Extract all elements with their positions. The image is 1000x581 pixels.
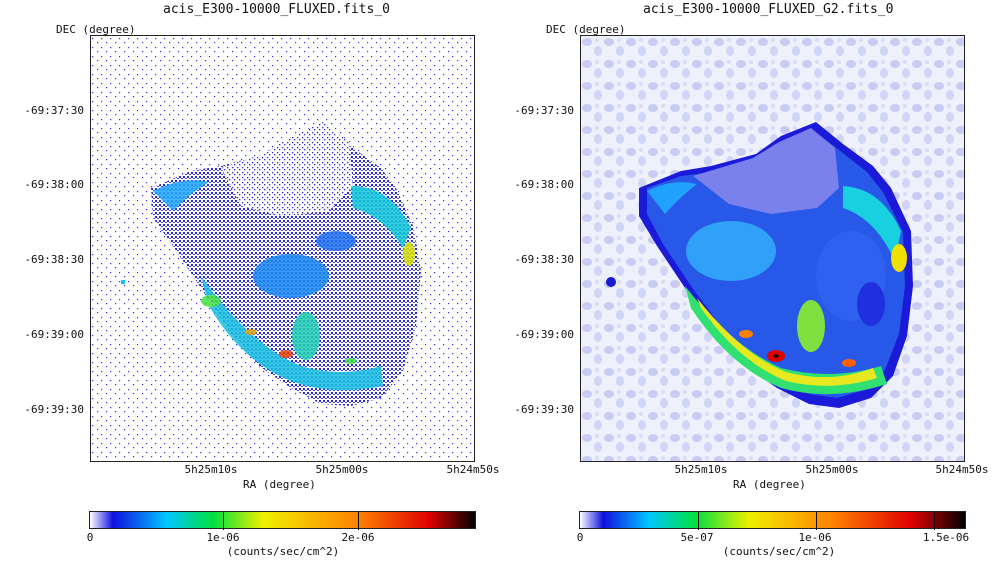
right-x-tick-label: 5h25m00s bbox=[805, 463, 859, 476]
left-colorbar bbox=[89, 511, 476, 530]
right-x-tick-label: 5h25m10s bbox=[674, 463, 728, 476]
left-y-tick-label: -69:37:30 bbox=[24, 104, 84, 117]
right-y-tick-label: -69:39:00 bbox=[514, 328, 574, 341]
right-colorbar-tick: 5e-07 bbox=[680, 531, 714, 544]
left-colorbar-tick: 0 bbox=[86, 531, 94, 544]
right-y-tick-label: -69:37:30 bbox=[514, 104, 574, 117]
left-y-tick-label: -69:39:30 bbox=[24, 403, 84, 416]
right-panel-title: acis_E300-10000_FLUXED_G2.fits_0 bbox=[643, 2, 894, 17]
left-x-axis-label: RA (degree) bbox=[243, 478, 316, 491]
right-colorbar-tick: 0 bbox=[576, 531, 584, 544]
left-raw-image bbox=[91, 36, 474, 461]
right-colorbar-tick: 1.5e-06 bbox=[922, 531, 970, 544]
right-y-axis-label: DEC (degree) bbox=[546, 23, 626, 36]
right-x-axis-label: RA (degree) bbox=[733, 478, 806, 491]
left-colorbar-tick: 2e-06 bbox=[341, 531, 375, 544]
right-y-tick-label: -69:38:30 bbox=[514, 253, 574, 266]
right-y-tick-label: -69:38:00 bbox=[514, 178, 574, 191]
left-y-tick-label: -69:38:00 bbox=[24, 178, 84, 191]
left-x-tick-label: 5h25m00s bbox=[315, 463, 369, 476]
left-x-tick-label: 5h24m50s bbox=[446, 463, 500, 476]
left-y-tick-label: -69:38:30 bbox=[24, 253, 84, 266]
left-colorbar-tick: 1e-06 bbox=[206, 531, 240, 544]
left-y-tick-label: -69:39:00 bbox=[24, 328, 84, 341]
right-image-frame[interactable] bbox=[580, 35, 965, 462]
left-x-tick-label: 5h25m10s bbox=[184, 463, 238, 476]
right-x-tick-label: 5h24m50s bbox=[935, 463, 989, 476]
right-smoothed-image bbox=[581, 36, 964, 461]
left-y-axis-label: DEC (degree) bbox=[56, 23, 136, 36]
left-image-frame[interactable] bbox=[90, 35, 475, 462]
right-y-tick-label: -69:39:30 bbox=[514, 403, 574, 416]
right-colorbar-tick: 1e-06 bbox=[798, 531, 832, 544]
right-colorbar bbox=[579, 511, 966, 530]
right-colorbar-units: (counts/sec/cm^2) bbox=[722, 545, 836, 558]
left-panel-title: acis_E300-10000_FLUXED.fits_0 bbox=[163, 2, 390, 17]
left-colorbar-units: (counts/sec/cm^2) bbox=[226, 545, 340, 558]
